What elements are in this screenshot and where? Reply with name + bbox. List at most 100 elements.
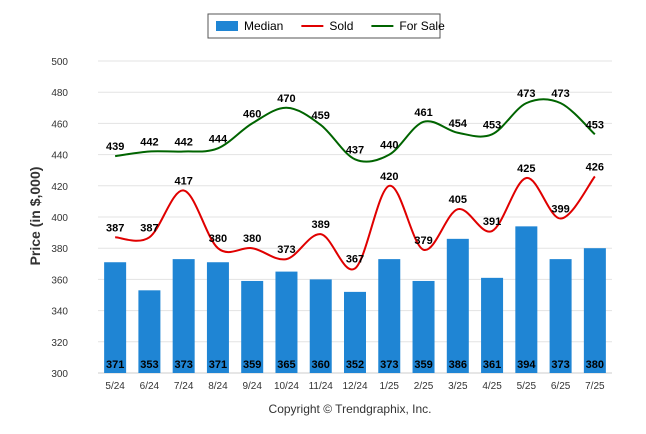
- line-series: 387 387 417 380 380 373 389 367 420 379 405 391 425 3…: [106, 88, 604, 271]
- line-label-for-sale-5-25: 473: [517, 88, 535, 100]
- bar-median-5-25: [515, 226, 538, 373]
- line-label-for-sale-7-25: 453: [586, 119, 604, 131]
- y-tick-label-360: 360: [51, 275, 68, 286]
- line-label-for-sale-11-24: 459: [312, 110, 330, 122]
- y-tick-label-500: 500: [51, 57, 68, 68]
- line-label-for-sale-5-24: 439: [106, 141, 124, 153]
- bar-median-6-25: [549, 259, 572, 373]
- bar-median-2-25: [412, 280, 435, 373]
- x-tick-label-5-25: 5/25: [517, 381, 537, 392]
- bar-label-2-25: 359: [414, 359, 432, 371]
- line-label-for-sale-6-24: 442: [140, 136, 158, 148]
- line-label-sold-4-25: 391: [483, 216, 501, 228]
- x-tick-label-8-24: 8/24: [208, 381, 228, 392]
- x-tick-label-4-25: 4/25: [482, 381, 502, 392]
- legend-label-for-sale: For Sale: [399, 19, 445, 33]
- line-label-sold-1-25: 420: [380, 171, 398, 183]
- x-tick-label-10-24: 10/24: [274, 381, 299, 392]
- bar-label-7-25: 380: [586, 359, 604, 371]
- x-tick-label-3-25: 3/25: [448, 381, 468, 392]
- bar-median-10-24: [275, 271, 298, 373]
- bar-median-4-25: [481, 277, 504, 373]
- bar-median-9-24: [241, 280, 264, 373]
- line-label-sold-6-25: 399: [551, 204, 569, 216]
- line-label-sold-10-24: 373: [277, 244, 295, 256]
- line-label-for-sale-4-25: 453: [483, 119, 501, 131]
- bar-label-7-24: 373: [174, 359, 192, 371]
- y-tick-label-480: 480: [51, 88, 68, 99]
- line-label-sold-7-25: 426: [586, 161, 604, 173]
- bar-label-10-24: 365: [277, 359, 295, 371]
- y-tick-label-320: 320: [51, 338, 68, 349]
- line-label-sold-3-25: 405: [449, 194, 467, 206]
- bar-label-6-25: 373: [551, 359, 569, 371]
- bar-median-7-24: [172, 259, 195, 373]
- y-tick-label-340: 340: [51, 307, 68, 318]
- bar-label-1-25: 373: [380, 359, 398, 371]
- line-label-for-sale-6-25: 473: [551, 88, 569, 100]
- line-label-sold-7-24: 417: [174, 175, 192, 187]
- bar-median-11-24: [309, 279, 332, 373]
- bar-label-9-24: 359: [243, 359, 261, 371]
- bar-label-4-25: 361: [483, 359, 501, 371]
- bar-median-3-25: [446, 238, 469, 373]
- bar-median-6-24: [138, 290, 161, 373]
- line-label-for-sale-10-24: 470: [277, 93, 295, 105]
- line-label-for-sale-12-24: 437: [346, 144, 364, 156]
- line-label-for-sale-1-25: 440: [380, 140, 398, 152]
- line-label-sold-5-25: 425: [517, 163, 535, 175]
- x-tick-label-1-25: 1/25: [380, 381, 400, 392]
- x-tick-label-5-24: 5/24: [105, 381, 125, 392]
- x-tick-label-12-24: 12/24: [342, 381, 367, 392]
- bar-label-5-24: 371: [106, 359, 124, 371]
- line-label-for-sale-9-24: 460: [243, 108, 261, 120]
- x-tick-label-11-24: 11/24: [309, 381, 334, 392]
- x-tick-label-7-25: 7/25: [585, 381, 605, 392]
- y-tick-label-420: 420: [51, 182, 68, 193]
- legend-label-sold: Sold: [329, 19, 353, 33]
- y-tick-label-380: 380: [51, 244, 68, 255]
- legend-label-median: Median: [244, 19, 283, 33]
- line-label-sold-11-24: 389: [312, 219, 330, 231]
- line-label-sold-8-24: 380: [209, 233, 227, 245]
- line-label-sold-5-24: 387: [106, 222, 124, 234]
- line-label-sold-12-24: 367: [346, 253, 364, 265]
- bar-label-12-24: 352: [346, 359, 364, 371]
- line-sold: [115, 175, 596, 271]
- y-tick-label-460: 460: [51, 119, 68, 130]
- bar-series-median: 371 353 373 371 359 365 360 352 373 359 386 361 394 3…: [104, 226, 606, 373]
- bar-median-7-25: [583, 248, 606, 373]
- line-label-sold-6-24: 387: [140, 222, 158, 234]
- line-label-for-sale-8-24: 444: [209, 133, 228, 145]
- bar-median-12-24: [344, 291, 366, 373]
- bar-median-1-25: [378, 259, 401, 373]
- bar-label-8-24: 371: [209, 359, 227, 371]
- x-tick-label-6-24: 6/24: [140, 381, 160, 392]
- copyright-text: Copyright © Trendgraphix, Inc.: [269, 402, 432, 416]
- legend-swatch-median: [216, 21, 238, 31]
- line-label-sold-9-24: 380: [243, 233, 261, 245]
- line-label-for-sale-3-25: 454: [449, 118, 468, 130]
- y-tick-label-400: 400: [51, 213, 68, 224]
- y-tick-label-300: 300: [51, 369, 68, 380]
- line-label-for-sale-2-25: 461: [414, 107, 432, 119]
- x-axis-ticks: 5/24 6/24 7/24 8/24 9/24 10/24 11/24 12/24 1/25 2…: [105, 381, 605, 392]
- line-label-for-sale-7-24: 442: [174, 136, 192, 148]
- legend-box: [207, 13, 441, 39]
- bar-median-5-24: [104, 262, 127, 373]
- x-tick-label-7-24: 7/24: [174, 381, 194, 392]
- x-tick-label-6-25: 6/25: [551, 381, 571, 392]
- legend: Median Sold For Sale: [207, 13, 445, 39]
- y-axis-label: Price (in $,000): [27, 167, 43, 266]
- line-for-sale: [114, 98, 596, 163]
- bar-median-8-24: [206, 262, 229, 373]
- bar-label-11-24: 360: [312, 359, 330, 371]
- bar-label-5-25: 394: [517, 359, 536, 371]
- y-axis-ticks: 300 320 340 360 380 400 420 440 460 480 500: [51, 57, 68, 380]
- x-tick-label-2-25: 2/25: [414, 381, 434, 392]
- x-tick-label-9-24: 9/24: [242, 381, 262, 392]
- bar-label-3-25: 386: [449, 359, 467, 371]
- y-tick-label-440: 440: [51, 151, 68, 162]
- bar-label-6-24: 353: [140, 359, 158, 371]
